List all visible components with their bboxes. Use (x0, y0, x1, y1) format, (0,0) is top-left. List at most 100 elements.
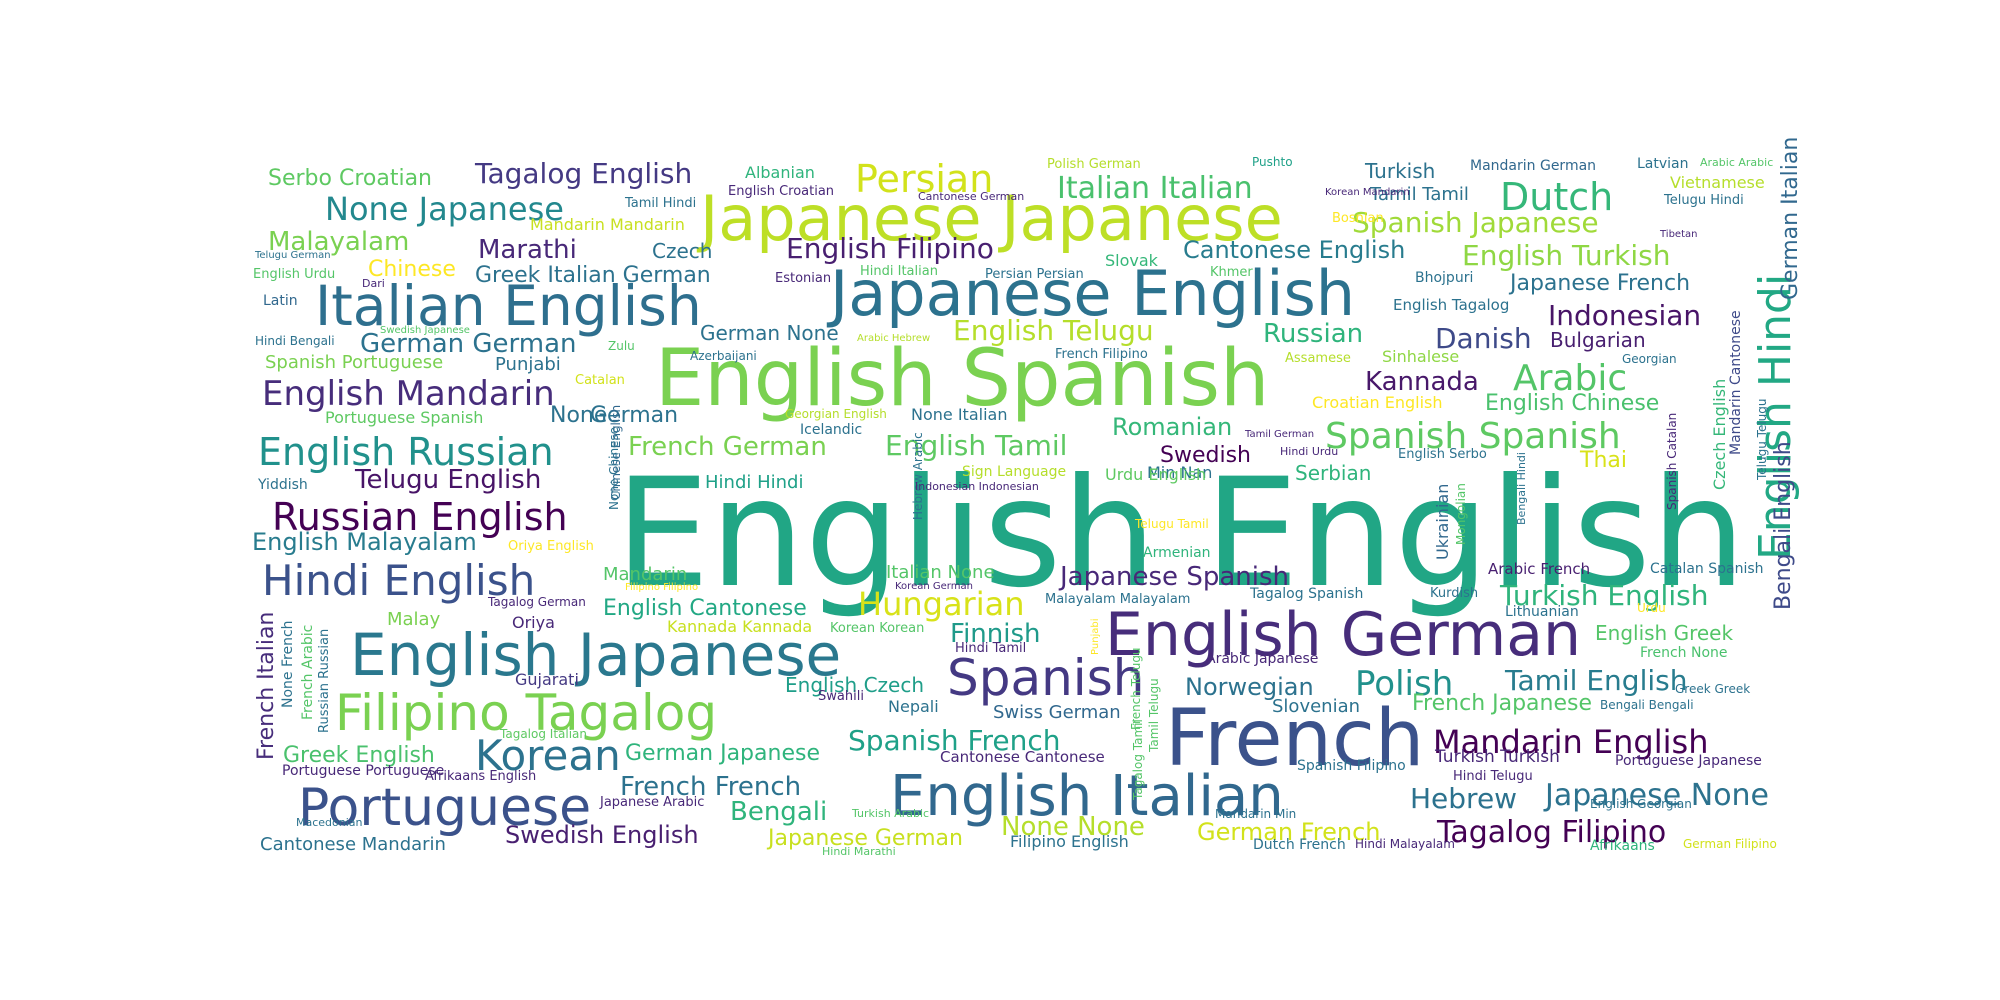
cloud-word: English Turkish (1462, 239, 1670, 272)
cloud-word: Danish (1435, 322, 1532, 355)
cloud-word: Serbo Croatian (268, 166, 432, 191)
cloud-word: Romanian (1112, 413, 1232, 441)
cloud-word: English Cantonese (603, 596, 807, 621)
cloud-word: Swiss German (993, 702, 1121, 723)
cloud-word: Assamese (1285, 351, 1351, 366)
cloud-word: Swedish English (505, 821, 699, 849)
cloud-word: Latin (263, 293, 298, 309)
cloud-word: Portuguese Japanese (1615, 753, 1762, 769)
cloud-word: Mandarin Min (1215, 807, 1296, 821)
cloud-word: Italian English (315, 274, 702, 338)
cloud-word: Persian (855, 157, 993, 201)
cloud-word: Oriya English (508, 539, 594, 554)
cloud-word: German Filipino (1683, 837, 1777, 851)
cloud-word: None Chinese (607, 427, 621, 510)
cloud-word: English German (1105, 600, 1581, 670)
cloud-word: Greek Greek (1675, 682, 1750, 696)
cloud-word: Georgian (1622, 352, 1677, 366)
cloud-word: Slovak (1105, 251, 1159, 270)
cloud-word: Finnish (950, 619, 1041, 649)
cloud-word: Filipino English (1010, 832, 1129, 851)
cloud-word: Dutch French (1253, 837, 1346, 853)
cloud-word: Malay (387, 609, 441, 630)
cloud-word: Hindi Urdu (1280, 445, 1338, 458)
cloud-word: Arabic Arabic (1700, 156, 1773, 169)
cloud-word: Polish (1355, 664, 1453, 704)
cloud-word: German French (1197, 818, 1381, 846)
cloud-word: Japanese French (1508, 271, 1690, 296)
cloud-word: French German (628, 432, 827, 462)
cloud-word: Hindi Marathi (822, 845, 896, 858)
cloud-word: None Italian (911, 405, 1007, 424)
cloud-word: Italian None (886, 562, 995, 583)
cloud-word: Turkish (1364, 159, 1435, 183)
cloud-word: English Russian (258, 430, 554, 474)
cloud-word: Azerbaijani (690, 349, 757, 363)
cloud-word: Catalan Spanish (1650, 561, 1764, 577)
cloud-word: Punjabi (1090, 618, 1101, 655)
cloud-word: Japanese English (826, 257, 1355, 330)
cloud-word: Turkish Turkish (1434, 747, 1560, 767)
cloud-word: German Japanese (625, 741, 820, 766)
cloud-word: English Telugu (953, 314, 1154, 347)
cloud-word: Japanese Arabic (599, 795, 704, 810)
cloud-word: Afrikaans English (425, 769, 536, 784)
cloud-word: Hindi Tamil (955, 641, 1026, 656)
cloud-word: Tamil English (1504, 664, 1687, 697)
cloud-word: German (590, 403, 678, 428)
cloud-word: Japanese German (766, 826, 963, 851)
cloud-word: English Spanish (655, 334, 1269, 424)
cloud-word: Bosnian (1332, 211, 1384, 226)
cloud-word: French Italian (254, 612, 279, 760)
cloud-word: Spanish Japanese (1352, 206, 1599, 239)
cloud-word: French (1165, 694, 1424, 784)
cloud-word: Tamil Telugu (1147, 678, 1161, 753)
cloud-word: Punjabi (495, 354, 561, 375)
cloud-word: None Japanese (325, 190, 564, 228)
cloud-word: English Tagalog (1393, 296, 1509, 314)
cloud-word: Arabic Japanese (1206, 651, 1318, 667)
cloud-word: Min Nan (1147, 463, 1212, 482)
cloud-word: Zulu (608, 339, 635, 353)
cloud-word: Estonian (775, 271, 831, 286)
cloud-word: Icelandic (800, 422, 862, 438)
cloud-word: Malayalam Malayalam (1045, 592, 1190, 607)
cloud-word: Hindi English (262, 556, 535, 605)
cloud-word: English Mandarin (262, 374, 555, 414)
cloud-word: Tagalog Filipino (1436, 815, 1666, 850)
cloud-word: Spanish Portuguese (265, 352, 443, 373)
cloud-word: Marathi (478, 235, 577, 265)
cloud-word: Slovenian (1272, 696, 1360, 717)
cloud-word: Georgian English (785, 407, 887, 421)
cloud-word: Afrikaans (1590, 838, 1655, 854)
cloud-word: Hindi Bengali (255, 334, 335, 348)
cloud-word: Spanish Spanish (1325, 416, 1621, 457)
cloud-word: None (550, 403, 607, 428)
cloud-word: English Italian (890, 764, 1284, 829)
cloud-word: English Malayalam (252, 528, 477, 556)
cloud-word: Croatian English (1312, 393, 1443, 412)
cloud-word: Czech English (1710, 379, 1729, 490)
cloud-word: Spanish Filipino (1297, 758, 1406, 774)
cloud-word: Vietnamese (1670, 173, 1765, 192)
cloud-word: None None (1001, 812, 1145, 842)
cloud-word: Kannada (1365, 367, 1479, 397)
cloud-word: Portuguese (298, 778, 591, 838)
cloud-word: Malayalam (268, 227, 409, 257)
cloud-word: Filipino Filipino (625, 582, 698, 593)
cloud-word: Persian Persian (985, 267, 1084, 282)
cloud-word: Bengali Bengali (1600, 698, 1694, 712)
cloud-word: Tagalog Spanish (1249, 586, 1363, 602)
cloud-word: English Greek (1595, 621, 1733, 645)
cloud-word: Cantonese Cantonese (940, 748, 1105, 766)
cloud-word: Tamil Hindi (624, 196, 696, 211)
cloud-word: Chinese English (609, 405, 623, 500)
cloud-word: English Tamil (885, 429, 1067, 462)
cloud-word: Indonesian Indonesian (915, 480, 1039, 493)
cloud-word: Tagalog English (474, 157, 692, 190)
cloud-word: Turkish English (1499, 579, 1708, 612)
cloud-word: Thai (1579, 448, 1627, 473)
cloud-word: Korean German (895, 581, 973, 592)
cloud-word: Telugu Telugu (1755, 399, 1769, 482)
